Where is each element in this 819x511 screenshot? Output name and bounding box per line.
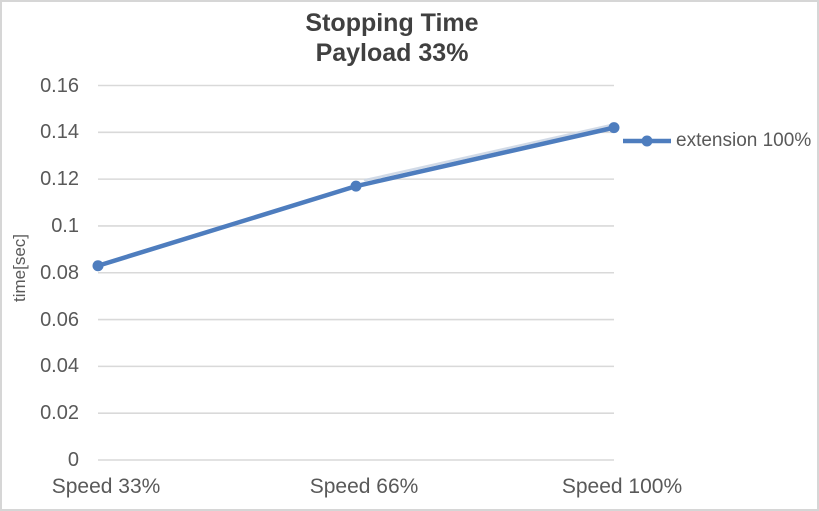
- y-axis-tick-label: 0.16: [40, 74, 79, 97]
- x-axis-label: Speed 66%: [309, 475, 419, 498]
- chart-title: Stopping Time Payload 33%: [2, 8, 782, 68]
- x-axis-label: Speed 33%: [51, 475, 161, 498]
- chart-title-line2: Payload 33%: [315, 39, 469, 67]
- y-axis-tick-label: 0.12: [40, 168, 79, 191]
- y-axis-tick-label: 0.14: [40, 121, 79, 144]
- y-axis-tick-label: 0.06: [40, 308, 79, 331]
- line-sheen: [363, 123, 613, 182]
- y-axis-tick-label: 0.08: [40, 261, 79, 284]
- data-point-marker: [350, 180, 362, 192]
- y-axis-tick-label: 0.02: [40, 402, 79, 425]
- series-line: [95, 125, 617, 268]
- legend: extension 100%: [622, 127, 811, 155]
- data-point-marker: [608, 122, 620, 134]
- legend-line-marker-icon: [623, 135, 671, 147]
- data-point-marker: [92, 260, 104, 272]
- x-axis-label: Speed 100%: [561, 475, 683, 498]
- y-axis-tick-label: 0.04: [40, 355, 79, 378]
- y-axis-tick-label: 0: [67, 449, 79, 471]
- y-axis-tick-label: 0.1: [51, 214, 79, 237]
- chart-title-line1: Stopping Time: [305, 9, 479, 37]
- legend-series-label: extension 100%: [676, 130, 812, 151]
